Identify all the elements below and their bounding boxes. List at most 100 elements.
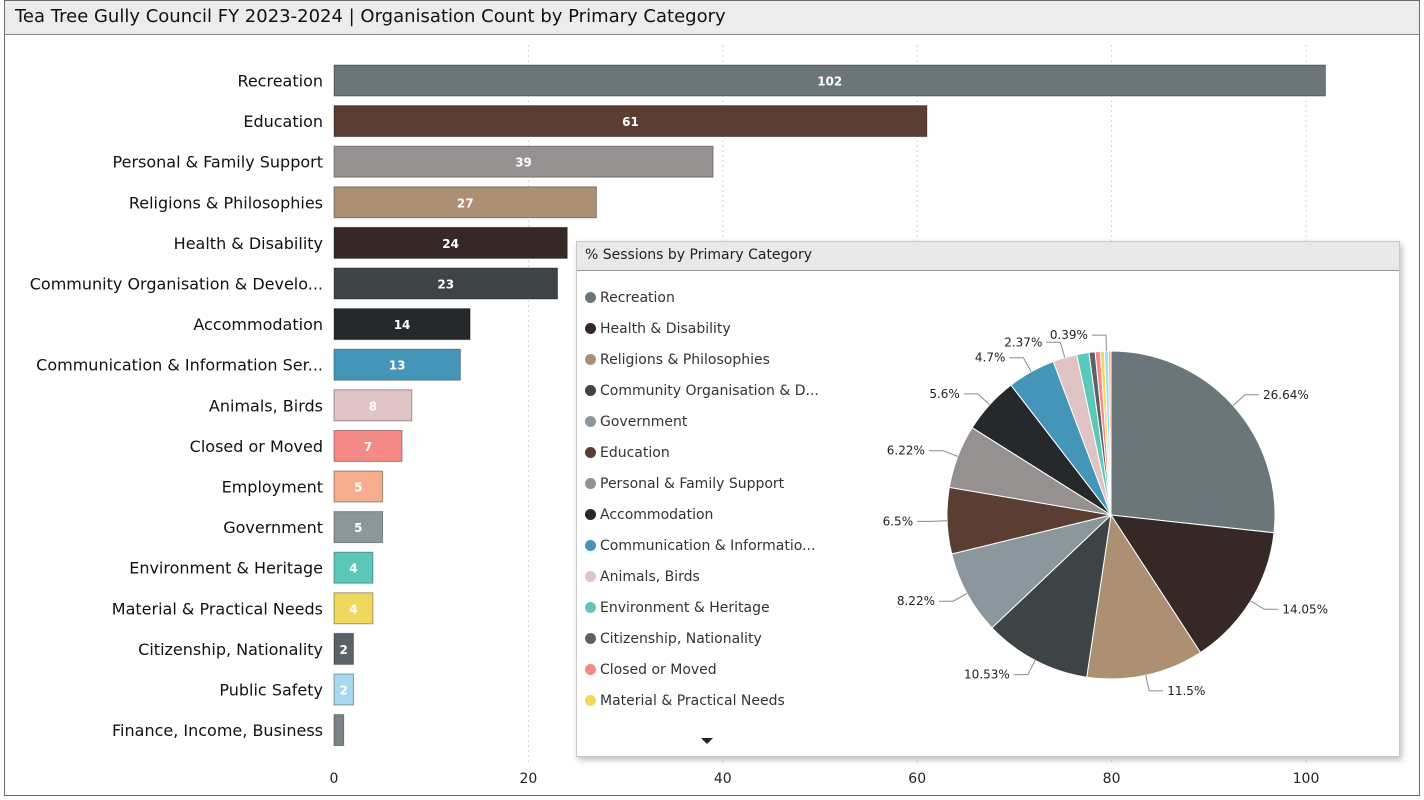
bar-data-label: 5 [354, 521, 362, 535]
category-label: Communication & Information Ser... [36, 356, 323, 375]
legend-label: Recreation [600, 289, 675, 306]
pie-leader-line [1145, 675, 1164, 692]
bar[interactable] [333, 226, 568, 259]
legend-label: Communication & Informatio... [600, 537, 816, 554]
legend-item[interactable]: Community Organisation & D... [585, 375, 825, 406]
pie-leader-line [928, 450, 958, 457]
legend-item[interactable]: Closed or Moved [585, 654, 825, 685]
legend-swatch-icon [585, 354, 596, 365]
bar[interactable] [333, 105, 928, 138]
x-tick-label: 80 [1103, 771, 1121, 787]
bar-data-label: 27 [457, 196, 474, 210]
pie-legend: Recreation Health & Disability Religions &… [585, 282, 825, 716]
category-label: Citizenship, Nationality [138, 640, 323, 659]
legend-label: Government [600, 413, 688, 430]
legend-label: Closed or Moved [600, 661, 717, 678]
bar[interactable] [333, 470, 384, 503]
legend-swatch-icon [585, 478, 596, 489]
category-label: Religions & Philosophies [129, 193, 323, 212]
bar-data-label: 7 [364, 440, 372, 454]
bar[interactable] [333, 308, 471, 341]
bar-data-label: 13 [389, 359, 406, 373]
legend-item[interactable]: Education [585, 437, 825, 468]
pie-leader-line [1009, 357, 1032, 372]
bar[interactable] [333, 145, 714, 178]
pie-leader-line [1092, 334, 1107, 352]
bar[interactable] [333, 551, 374, 584]
legend-item[interactable]: Citizenship, Nationality [585, 623, 825, 654]
legend-item[interactable]: Recreation [585, 282, 825, 313]
pie-leader-line [917, 520, 948, 522]
pie-chart-panel[interactable]: % Sessions by Primary Category Recreatio… [576, 241, 1400, 757]
bar[interactable] [333, 429, 403, 462]
title-bar: Tea Tree Gully Council FY 2023-2024 | Or… [5, 1, 1419, 35]
legend-swatch-icon [585, 633, 596, 644]
pie-chart-title: % Sessions by Primary Category [585, 247, 813, 263]
pie-data-label: 6.22% [887, 444, 925, 458]
pie-leader-line [1250, 600, 1279, 610]
bar[interactable] [333, 714, 345, 747]
category-label: Material & Practical Needs [112, 599, 323, 618]
legend-swatch-icon [585, 447, 596, 458]
pie-data-label: 14.05% [1282, 602, 1328, 616]
legend-item[interactable]: Accommodation [585, 499, 825, 530]
pie-slice[interactable] [1086, 513, 1202, 680]
category-label: Education [243, 112, 323, 131]
bar[interactable] [333, 673, 354, 706]
pie-chart-header: % Sessions by Primary Category [577, 242, 1399, 271]
legend-item[interactable]: Religions & Philosophies [585, 344, 825, 375]
legend-swatch-icon [585, 540, 596, 551]
category-label: Animals, Birds [209, 396, 323, 415]
bar-data-label: 14 [394, 318, 411, 332]
bar[interactable] [333, 186, 597, 219]
category-label: Closed or Moved [190, 437, 323, 456]
category-label: Accommodation [193, 315, 323, 334]
category-label: Community Organisation & Develo... [30, 275, 323, 294]
legend-swatch-icon [585, 509, 596, 520]
bar[interactable] [333, 348, 461, 381]
x-tick-label: 20 [519, 771, 537, 787]
x-tick-label: 0 [330, 771, 339, 787]
legend-item[interactable]: Environment & Heritage [585, 592, 825, 623]
legend-swatch-icon [585, 416, 596, 427]
legend-item[interactable]: Health & Disability [585, 313, 825, 344]
legend-scroll-down-icon[interactable] [701, 738, 713, 744]
pie-leader-line [939, 593, 968, 602]
bar[interactable] [333, 511, 384, 544]
pie-data-label: 2.37% [1004, 335, 1042, 349]
bar-data-label: 39 [515, 156, 532, 170]
bar-data-label: 102 [817, 75, 842, 89]
legend-label: Material & Practical Needs [600, 692, 785, 709]
pie-leader-line [963, 393, 991, 406]
pie-data-label: 26.64% [1263, 388, 1309, 402]
pie-leader-line [1013, 660, 1036, 676]
bar[interactable] [333, 64, 1326, 97]
pie-leader-line [1046, 341, 1066, 358]
legend-label: Accommodation [600, 506, 714, 523]
legend-item[interactable]: Personal & Family Support [585, 468, 825, 499]
category-label: Employment [222, 478, 323, 497]
bar[interactable] [333, 632, 354, 665]
bar-data-label: 4 [349, 562, 357, 576]
bar[interactable] [333, 389, 413, 422]
category-label: Environment & Heritage [129, 559, 323, 578]
pie-slice[interactable] [1107, 350, 1112, 516]
pie-slice[interactable] [1110, 350, 1276, 534]
x-tick-label: 40 [714, 771, 732, 787]
legend-swatch-icon [585, 385, 596, 396]
x-tick-label: 100 [1293, 771, 1320, 787]
bar-data-label: 8 [369, 399, 377, 413]
pie-slice[interactable] [991, 513, 1112, 678]
bar-data-label: 5 [354, 481, 362, 495]
legend-item[interactable]: Material & Practical Needs [585, 685, 825, 716]
pie-leader-line [1232, 394, 1259, 406]
legend-item[interactable]: Animals, Birds [585, 561, 825, 592]
legend-label: Health & Disability [600, 320, 731, 337]
legend-item[interactable]: Communication & Informatio... [585, 530, 825, 561]
legend-label: Animals, Birds [600, 568, 700, 585]
bar[interactable] [333, 592, 374, 625]
legend-item[interactable]: Government [585, 406, 825, 437]
bar[interactable] [333, 267, 559, 300]
bar-data-label: 61 [622, 115, 639, 129]
category-label: Finance, Income, Business [112, 721, 323, 740]
